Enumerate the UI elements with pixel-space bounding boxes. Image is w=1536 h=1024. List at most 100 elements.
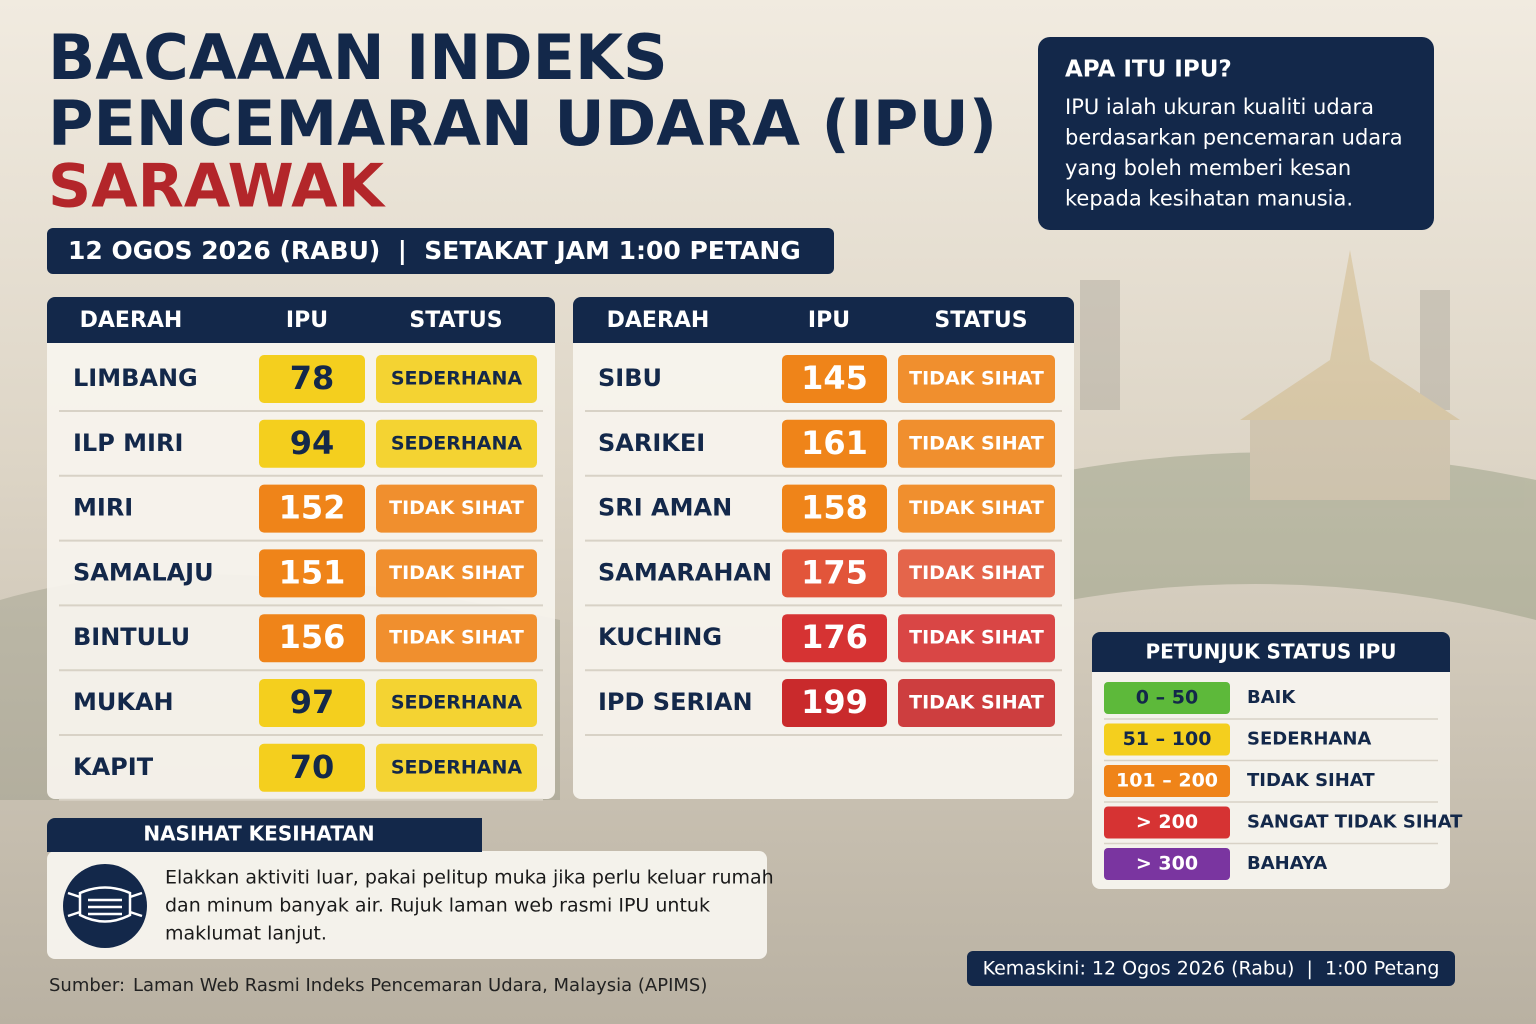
- ipu-cell: [259, 419, 365, 468]
- status-cell: [376, 614, 537, 663]
- title-line: BACAAAN INDEKS: [48, 21, 668, 94]
- ipu-value: 158: [801, 489, 868, 527]
- status-cell: [376, 355, 537, 403]
- advice-text: Elakkan aktiviti luar, pakai pelitup muk…: [165, 867, 774, 945]
- ipu-cell: [259, 743, 365, 792]
- advice-line: Elakkan aktiviti luar, pakai pelitup muk…: [165, 867, 774, 889]
- source-label: Sumber:: [49, 975, 125, 996]
- ipu-cell: [782, 355, 887, 403]
- status: TIDAK SIHAT: [909, 368, 1044, 390]
- legend-range: 51 – 100: [1123, 728, 1212, 750]
- district: LIMBANG: [73, 364, 198, 392]
- ipu-cell: [782, 679, 887, 727]
- updated-text: Kemaskini: 12 Ogos 2026 (Rabu) | 1:00 Pe…: [983, 958, 1440, 980]
- status: SEDERHANA: [391, 756, 523, 778]
- ipu-value: 199: [801, 683, 868, 721]
- district: SAMALAJU: [73, 558, 214, 586]
- ipu-cell: [259, 355, 365, 403]
- column-header: IPU: [808, 308, 850, 333]
- advice-line: dan minum banyak air. Rujuk laman web ra…: [165, 895, 710, 917]
- ipu-value: 152: [279, 489, 346, 527]
- district: ILP MIRI: [73, 429, 183, 457]
- status: TIDAK SIHAT: [909, 432, 1044, 454]
- legend-status: TIDAK SIHAT: [1247, 770, 1375, 791]
- updated-bar: [967, 951, 1455, 986]
- status: TIDAK SIHAT: [389, 627, 524, 649]
- status-cell: [898, 355, 1055, 403]
- status: TIDAK SIHAT: [389, 497, 524, 519]
- ipu-cell: [782, 419, 887, 468]
- ipu-cell: [259, 614, 365, 663]
- status: SEDERHANA: [391, 368, 523, 390]
- ipu-cell: [259, 679, 365, 727]
- district: MUKAH: [73, 688, 174, 716]
- status-cell: [898, 614, 1055, 663]
- legend-range: > 200: [1136, 811, 1198, 833]
- ipu-cell: [782, 614, 887, 663]
- status: SEDERHANA: [391, 432, 523, 454]
- district: IPD SERIAN: [598, 688, 753, 716]
- table-header: [573, 297, 1074, 343]
- legend-swatch: [1104, 682, 1230, 714]
- ipu-value: 156: [279, 618, 346, 656]
- ipu-value: 70: [290, 748, 335, 786]
- legend-title: PETUNJUK STATUS IPU: [1145, 640, 1396, 664]
- status-cell: [376, 484, 537, 533]
- advice-title: NASIHAT KESIHATAN: [143, 822, 374, 846]
- status-cell: [898, 549, 1055, 598]
- source-text: Laman Web Rasmi Indeks Pencemaran Udara,…: [133, 975, 707, 996]
- legend-status: BAHAYA: [1247, 853, 1327, 874]
- advice-header: [47, 818, 482, 852]
- ipu-value: 175: [801, 553, 868, 591]
- table-header: [47, 297, 555, 343]
- date-bar: [47, 228, 834, 274]
- district: KAPIT: [73, 753, 154, 781]
- ipu-value: 176: [801, 618, 868, 656]
- ipu-value: 78: [290, 359, 335, 397]
- mask-shape: [67, 886, 143, 923]
- legend-header: [1092, 632, 1450, 672]
- district: BINTULU: [73, 623, 190, 651]
- status: SEDERHANA: [391, 692, 523, 714]
- region-title: SARAWAK: [48, 152, 387, 222]
- info-line: berdasarkan pencemaran udara: [1065, 126, 1403, 150]
- info-text: IPU ialah ukuran kualiti udara berdasarka…: [1065, 95, 1403, 211]
- ipu-cell: [782, 549, 887, 598]
- ipu-cell: [259, 484, 365, 533]
- advice-box: [47, 851, 767, 959]
- status-cell: [376, 679, 537, 727]
- legend-status: SANGAT TIDAK SIHAT: [1247, 812, 1463, 833]
- legend-status: BAIK: [1247, 687, 1296, 708]
- info-box: [1038, 37, 1434, 230]
- status: TIDAK SIHAT: [389, 562, 524, 584]
- ipu-cell: [259, 549, 365, 598]
- date-text: 12 OGOS 2026 (RABU) | SETAKAT JAM 1:00 P…: [68, 236, 801, 265]
- status-cell: [376, 549, 537, 598]
- district: SIBU: [598, 364, 662, 392]
- info-line: kepada kesihatan manusia.: [1065, 187, 1353, 211]
- column-header: STATUS: [934, 308, 1027, 333]
- column-header: DAERAH: [607, 308, 710, 333]
- legend-range: 101 – 200: [1116, 770, 1218, 792]
- district: SAMARAHAN: [598, 558, 772, 586]
- legend-range: > 300: [1136, 853, 1198, 875]
- ipu-value: 94: [290, 424, 335, 462]
- column-header: IPU: [286, 308, 328, 333]
- info-title: APA ITU IPU?: [1065, 57, 1232, 83]
- district: SARIKEI: [598, 429, 705, 457]
- status-cell: [898, 484, 1055, 533]
- column-header: DAERAH: [80, 308, 183, 333]
- ipu-value: 151: [279, 553, 346, 591]
- advice-line: maklumat lanjut.: [165, 923, 327, 945]
- status: TIDAK SIHAT: [909, 562, 1044, 584]
- tables: DAERAH IPU STATUS LIMBANG 78 SEDERHANA ILP MIR…: [47, 297, 1074, 801]
- legend-swatch: [1104, 723, 1230, 756]
- legend-range: 0 – 50: [1136, 687, 1198, 709]
- ipu-value: 161: [801, 424, 868, 462]
- info-line: yang boleh memberi kesan: [1065, 156, 1351, 180]
- legend-swatch: [1104, 848, 1230, 880]
- legend-swatch: [1104, 765, 1230, 797]
- status: TIDAK SIHAT: [909, 692, 1044, 714]
- status-cell: [898, 679, 1055, 727]
